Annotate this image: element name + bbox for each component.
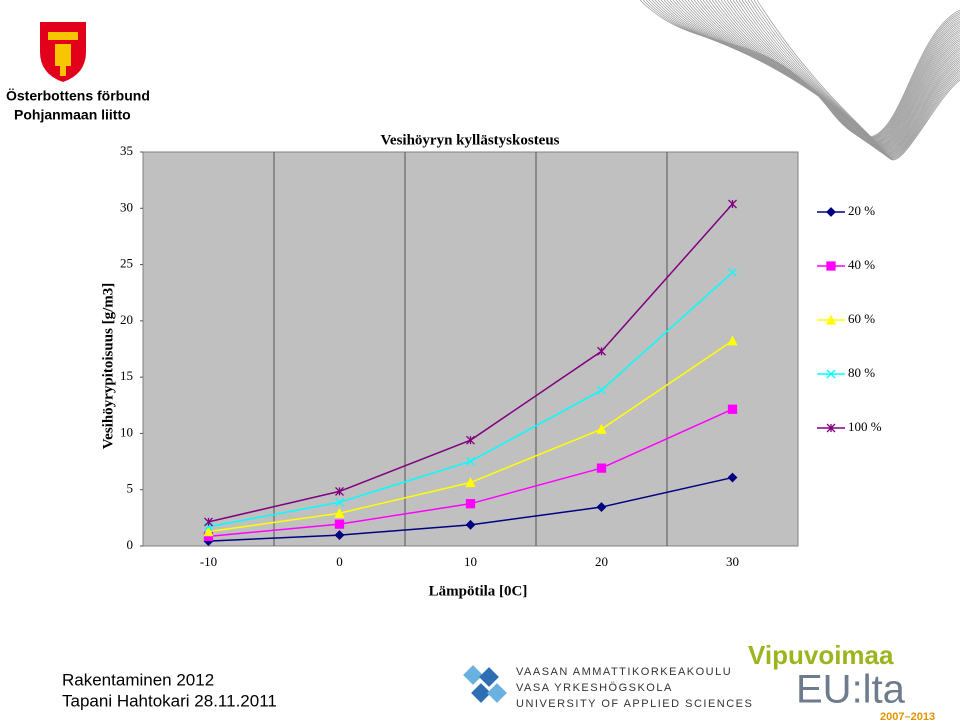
legend-label: 20 %: [848, 203, 875, 218]
legend-entry: 20 %: [817, 203, 875, 218]
wave-decoration: [639, 0, 960, 161]
data-point: [465, 519, 476, 530]
eu-logo-text: Vipuvoimaa: [748, 640, 894, 670]
school-name: VASA YRKESHÖGSKOLA: [516, 682, 673, 694]
data-point: [334, 530, 345, 541]
legend-marker: [826, 369, 836, 379]
data-point: [728, 267, 737, 277]
org-name: Pohjanmaan liitto: [14, 107, 131, 123]
org-name: Österbottens förbund: [6, 88, 150, 104]
y-tick-label: 5: [127, 481, 134, 496]
data-point: [596, 423, 607, 434]
data-point: [334, 507, 345, 518]
legend-entry: 80 %: [817, 365, 875, 380]
x-tick-label: 30: [726, 554, 739, 569]
data-point: [335, 486, 344, 496]
y-axis-label: Vesihöyrypitoisuus [g/m3]: [100, 283, 116, 450]
legend-entry: 100 %: [817, 419, 882, 434]
x-tick-label: -10: [200, 554, 217, 569]
coat-of-arms: [40, 22, 86, 82]
legend-label: 60 %: [848, 311, 875, 326]
school-name: VAASAN AMMATTIKORKEAKOULU: [516, 666, 732, 678]
data-point: [465, 477, 476, 488]
legend-label: 100 %: [848, 419, 882, 434]
x-tick-label: 0: [336, 554, 343, 569]
legend-entry: 40 %: [817, 257, 875, 272]
data-point: [466, 435, 475, 445]
data-point: [727, 472, 738, 483]
data-point: [597, 346, 606, 356]
y-tick-label: 0: [127, 537, 134, 552]
data-point: [334, 519, 345, 529]
y-tick-label: 35: [120, 143, 133, 158]
x-axis-label: Lämpötila [0C]: [429, 583, 528, 599]
eu-logo-text: EU:lta: [796, 668, 906, 712]
data-point: [596, 502, 607, 512]
x-tick-label: 20: [595, 554, 608, 569]
x-tick-label: 10: [464, 554, 477, 569]
data-point: [728, 199, 737, 209]
data-point: [727, 335, 738, 346]
legend-entry: 60 %: [817, 311, 875, 326]
legend-marker: [826, 423, 836, 433]
legend-marker: [825, 314, 837, 325]
chart-title: Vesihöyryn kyllästyskosteus: [380, 132, 559, 148]
data-point: [727, 404, 738, 414]
data-point: [465, 499, 476, 509]
data-point: [596, 463, 607, 473]
y-tick-label: 15: [120, 368, 133, 383]
y-tick-label: 30: [120, 199, 133, 214]
data-point: [597, 385, 606, 395]
eu-logo-years: 2007–2013: [880, 711, 935, 723]
school-logo: [463, 665, 507, 703]
y-tick-label: 10: [120, 424, 133, 439]
legend-label: 80 %: [848, 365, 875, 380]
data-point: [335, 497, 344, 507]
footer-text: Rakentaminen 2012: [62, 670, 214, 689]
y-tick-label: 20: [120, 312, 133, 327]
legend-marker: [826, 261, 836, 271]
data-point: [203, 526, 214, 537]
legend-marker: [826, 207, 836, 217]
y-tick-label: 25: [120, 256, 133, 271]
chart: 0 5 10 15 20 25 30 35 -10 0 10 20 30 20 % 40 % 60 % 80 %…: [120, 143, 882, 569]
legend-label: 40 %: [848, 257, 875, 272]
footer-text: Tapani Hahtokari 28.11.2011: [62, 691, 277, 710]
data-point: [466, 456, 475, 466]
school-name: UNIVERSITY OF APPLIED SCIENCES: [516, 698, 753, 710]
data-point: [204, 517, 213, 527]
